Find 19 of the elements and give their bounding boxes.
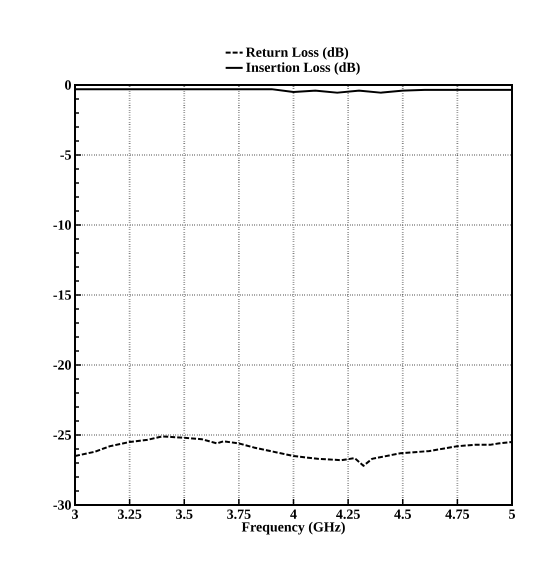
- x-tick-label: 3: [72, 510, 78, 519]
- y-tick-label: -25: [53, 430, 71, 440]
- x-tick-label: 3.5: [176, 510, 192, 519]
- y-tick-label: -10: [53, 220, 71, 230]
- x-tick-label: 4.75: [445, 510, 470, 519]
- y-tick-label: 0: [65, 80, 71, 90]
- legend-label: Return Loss (dB): [246, 47, 348, 60]
- y-tick-label: -15: [53, 290, 71, 300]
- x-tick-label: 3.25: [118, 510, 142, 519]
- x-tick-label: 4.25: [336, 510, 360, 519]
- x-tick-label: 4.5: [394, 510, 411, 519]
- x-tick-label: 5: [509, 510, 515, 519]
- y-tick-label: -30: [53, 500, 71, 510]
- y-tick-label: -5: [60, 150, 71, 160]
- legend-label: Insertion Loss (dB): [246, 62, 360, 75]
- y-tick-label: -20: [53, 360, 71, 370]
- x-tick-label: 4: [290, 510, 297, 519]
- x-tick-label: 3.75: [227, 510, 251, 519]
- x-axis-title: Frequency (GHz): [242, 522, 345, 534]
